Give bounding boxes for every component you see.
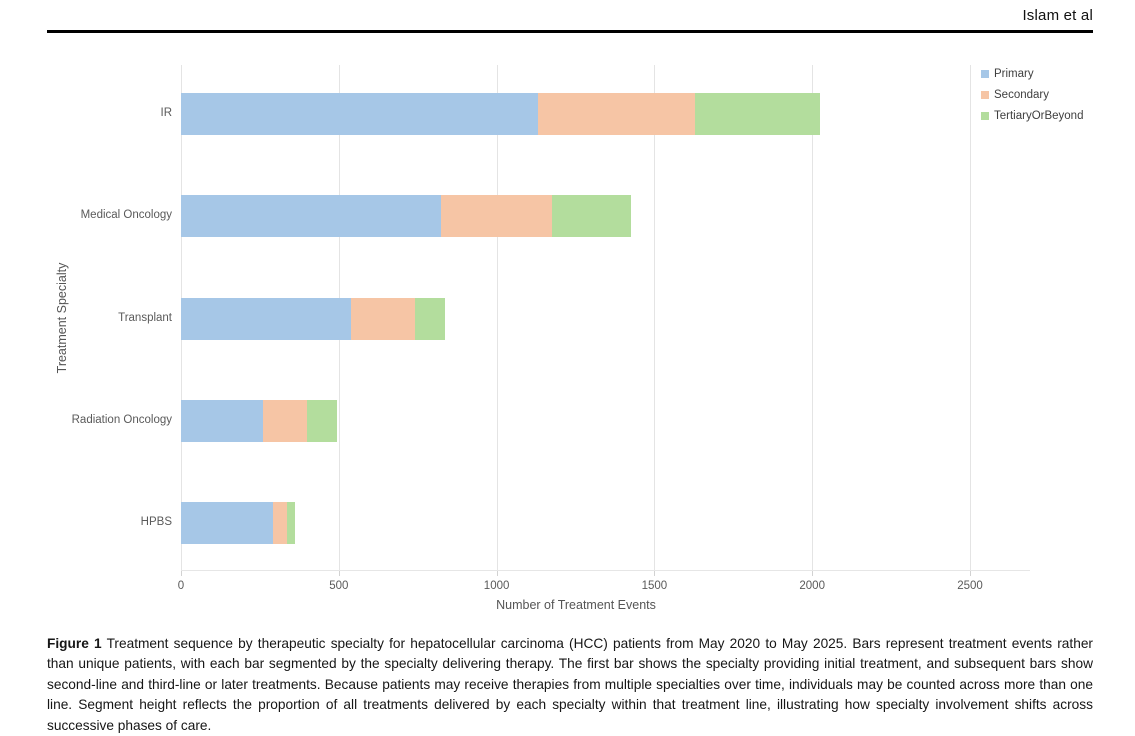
x-tick-label: 2000	[799, 580, 825, 592]
figure-caption: Figure 1 Treatment sequence by therapeut…	[47, 634, 1093, 736]
bar-segment-secondary	[351, 297, 415, 340]
chart-legend: Primary Secondary TertiaryOrBeyond	[981, 67, 1083, 130]
bar-segment-tertiaryorbeyond	[551, 195, 631, 238]
y-category-label: Medical Oncology	[80, 209, 172, 222]
figure-caption-label: Figure 1	[47, 636, 102, 651]
x-tickmark	[496, 570, 498, 576]
y-category-label: Transplant	[118, 311, 172, 324]
bar-segment-tertiaryorbeyond	[414, 297, 445, 340]
x-tickmark	[812, 570, 814, 576]
x-axis-title: Number of Treatment Events	[496, 598, 656, 612]
bar-segment-primary	[181, 93, 538, 135]
legend-label: Secondary	[994, 88, 1049, 101]
y-category-label: HPBS	[140, 516, 172, 528]
running-head: Islam et al	[1022, 7, 1093, 24]
bar-segment-primary	[181, 399, 264, 442]
y-category-label: IR	[160, 107, 173, 119]
legend-item: Secondary	[981, 88, 1083, 101]
bar-segment-primary	[181, 502, 273, 544]
figure-caption-text: Treatment sequence by therapeutic specia…	[47, 636, 1093, 733]
bar-segment-tertiaryorbeyond	[307, 399, 338, 442]
x-tick-label: 0	[177, 580, 185, 592]
legend-swatch-icon	[981, 69, 989, 78]
bar-segment-secondary	[272, 502, 287, 544]
x-tickmark	[654, 570, 656, 576]
x-tick-label: 1500	[641, 580, 668, 592]
x-gridline	[812, 65, 814, 570]
x-tick-label: 1000	[483, 580, 510, 592]
x-axis-line	[181, 570, 1030, 571]
bar-segment-secondary	[537, 93, 696, 135]
legend-item: TertiaryOrBeyond	[981, 109, 1083, 122]
bar-segment-secondary	[263, 399, 308, 442]
x-tickmark	[970, 570, 971, 576]
x-tickmark	[181, 570, 182, 576]
legend-item: Primary	[981, 67, 1083, 80]
legend-swatch-icon	[981, 90, 989, 99]
bar-segment-primary	[181, 195, 442, 238]
stacked-bar-chart: Treatment Specialty Number of Treatment …	[0, 40, 1135, 630]
x-gridline	[496, 65, 498, 570]
x-tick-label: 2500	[957, 580, 983, 592]
x-tick-label: 500	[329, 580, 349, 592]
x-tickmark	[338, 570, 340, 576]
bar-segment-secondary	[441, 195, 552, 238]
bar-segment-tertiaryorbeyond	[286, 502, 295, 544]
legend-label: TertiaryOrBeyond	[994, 109, 1084, 122]
bar-segment-tertiaryorbeyond	[695, 93, 821, 135]
bar-segment-primary	[181, 297, 352, 340]
x-gridline	[654, 65, 656, 570]
legend-swatch-icon	[981, 111, 989, 120]
legend-label: Primary	[994, 67, 1034, 80]
header-rule	[47, 30, 1093, 33]
y-category-label: Radiation Oncology	[71, 413, 172, 426]
x-gridline	[970, 65, 971, 570]
